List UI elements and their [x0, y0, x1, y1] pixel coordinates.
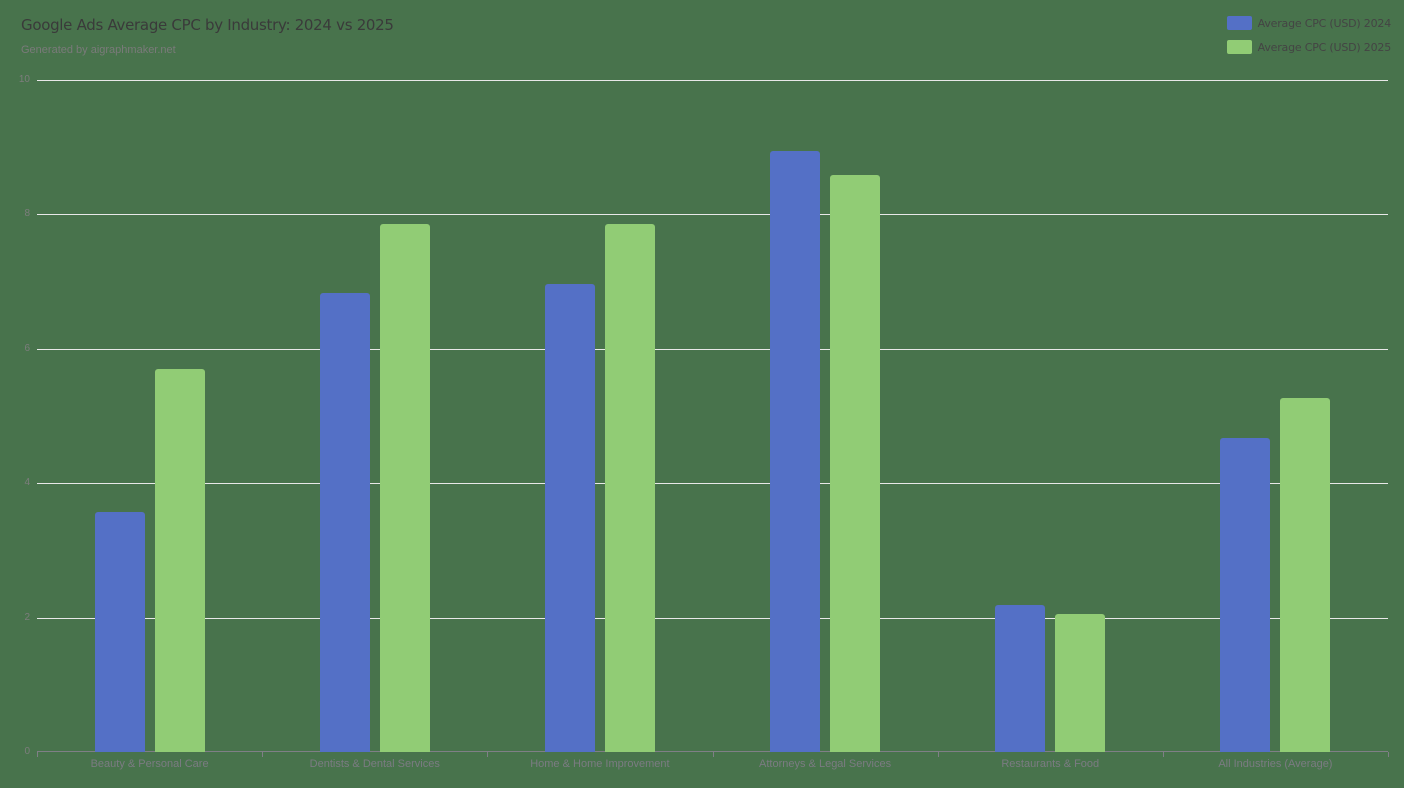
- bar-2025[interactable]: [1280, 397, 1331, 752]
- x-category-label: Home & Home Improvement: [530, 758, 670, 770]
- x-tick-mark: [1162, 752, 1164, 757]
- bar-2025[interactable]: [604, 223, 655, 752]
- y-tick-label: 4: [24, 477, 30, 489]
- x-category-label: Attorneys & Legal Services: [759, 758, 892, 770]
- x-category-label: Restaurants & Food: [1001, 758, 1100, 770]
- x-tick-mark: [262, 752, 264, 757]
- y-tick-label: 0: [24, 746, 30, 757]
- x-axis-line: [37, 751, 1388, 752]
- x-tick-mark: [712, 752, 714, 757]
- bar-2024[interactable]: [319, 293, 370, 752]
- bar-2024[interactable]: [770, 151, 821, 752]
- gridline: [37, 483, 1388, 485]
- x-category-label: All Industries (Average): [1218, 758, 1333, 770]
- bar-2025[interactable]: [379, 223, 430, 752]
- bar-2024[interactable]: [544, 284, 595, 752]
- legend-swatch-2024: [1226, 16, 1252, 30]
- y-tick-label: 6: [24, 342, 30, 354]
- gridline: [37, 348, 1388, 350]
- legend-item-2025[interactable]: Average CPC (USD) 2025: [1226, 35, 1392, 59]
- plot-area: 0 2 4 6 8 10 Beauty & Personal Care Dentists & …: [19, 74, 1389, 770]
- y-tick-label: 8: [24, 208, 30, 220]
- gridline: [37, 214, 1388, 216]
- bar-2024[interactable]: [94, 512, 145, 752]
- legend-item-2024[interactable]: Average CPC (USD) 2024: [1226, 11, 1392, 35]
- y-tick-label: 2: [24, 611, 30, 623]
- y-tick-label: 10: [18, 74, 30, 85]
- x-category-label: Dentists & Dental Services: [309, 758, 440, 770]
- x-tick-mark: [487, 752, 489, 757]
- x-tick-mark: [37, 752, 38, 757]
- bar-2024[interactable]: [1220, 438, 1271, 752]
- gridline: [37, 617, 1388, 619]
- legend: Average CPC (USD) 2024 Average CPC (USD)…: [1226, 11, 1392, 59]
- gridline: [37, 80, 1388, 81]
- bar-2024[interactable]: [995, 604, 1046, 752]
- bar-2025[interactable]: [1055, 614, 1106, 752]
- chart-subtitle: Generated by aigraphmaker.net: [21, 44, 176, 56]
- x-tick-mark: [937, 752, 939, 757]
- legend-swatch-2025: [1226, 40, 1252, 54]
- x-category-label: Beauty & Personal Care: [90, 758, 209, 770]
- legend-label-2025: Average CPC (USD) 2025: [1257, 40, 1392, 54]
- bar-2025[interactable]: [830, 174, 881, 752]
- x-tick-mark: [1388, 752, 1389, 757]
- legend-label-2024: Average CPC (USD) 2024: [1257, 16, 1392, 30]
- chart-title: Google Ads Average CPC by Industry: 2024…: [21, 16, 394, 34]
- bar-2025[interactable]: [154, 368, 205, 752]
